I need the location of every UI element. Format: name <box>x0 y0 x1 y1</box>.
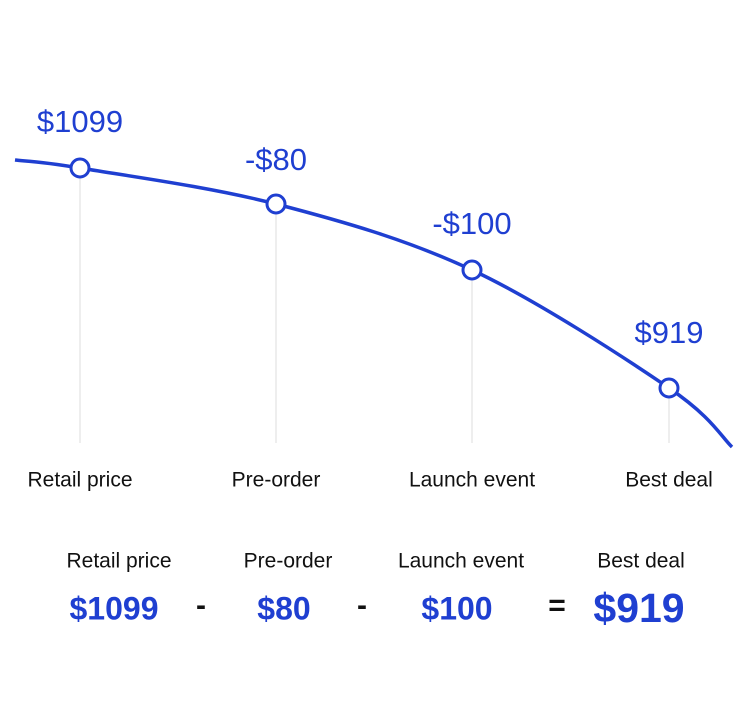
point-marker <box>265 193 287 215</box>
point-marker <box>461 259 483 281</box>
price-curve <box>14 158 734 449</box>
step-label: Launch event <box>409 469 535 492</box>
summary-label: Retail price <box>66 550 171 573</box>
operator: - <box>196 589 206 622</box>
operator: = <box>548 589 566 622</box>
summary-amount: $919 <box>593 585 684 631</box>
step-price: $919 <box>635 315 704 350</box>
summary-amount: $80 <box>257 590 310 626</box>
summary-label: Launch event <box>398 550 524 573</box>
summary-label: Best deal <box>597 550 685 573</box>
step-label: Pre-order <box>232 469 321 492</box>
step-label: Retail price <box>27 469 132 492</box>
summary-amount: $100 <box>421 590 492 626</box>
step-price: -$100 <box>432 206 511 241</box>
step-price: $1099 <box>37 104 123 139</box>
summary-label: Pre-order <box>244 550 333 573</box>
operator: - <box>357 589 367 622</box>
summary-amount: $1099 <box>70 590 159 626</box>
point-marker <box>69 157 91 179</box>
step-label: Best deal <box>625 469 713 492</box>
step-price: -$80 <box>245 142 307 177</box>
point-marker <box>658 377 680 399</box>
